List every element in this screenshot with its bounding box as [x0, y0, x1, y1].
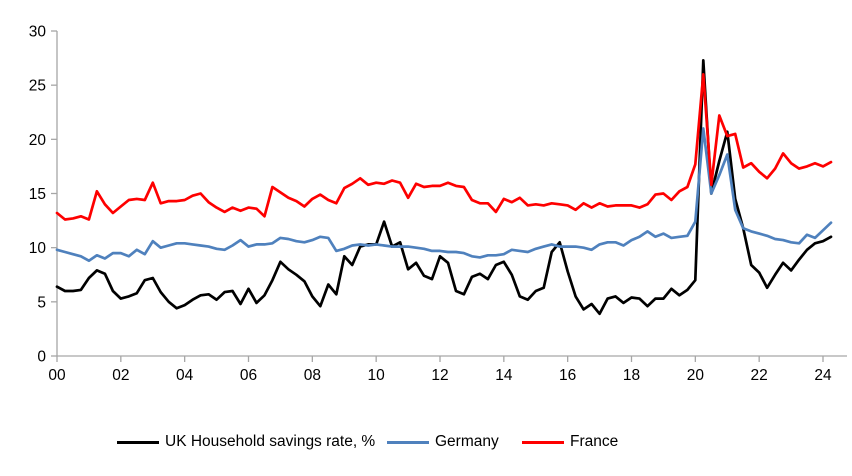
x-axis-tick-label: 06: [240, 367, 257, 384]
y-axis-tick-label: 30: [29, 24, 47, 41]
legend-item-germany: Germany: [387, 429, 499, 455]
uk-legend-label: UK Household savings rate, %: [165, 433, 376, 450]
france-line-swatch: [522, 440, 564, 444]
series-line-france: [55, 72, 833, 221]
uk-line-swatch: [117, 440, 159, 444]
legend-item-france: France: [522, 429, 618, 455]
x-axis-tick-label: 18: [623, 367, 640, 384]
series-line-germany: [55, 127, 833, 263]
x-axis-tick-label: 08: [304, 367, 321, 384]
x-axis-tick-label: 14: [495, 367, 513, 384]
germany-line-swatch: [387, 440, 429, 444]
y-axis-tick-label: 15: [29, 186, 46, 203]
x-axis-tick-label: 24: [814, 367, 832, 384]
x-axis-tick-label: 00: [48, 367, 66, 384]
y-axis-tick-label: 5: [37, 294, 46, 311]
legend-item-uk: UK Household savings rate, %: [117, 429, 375, 455]
y-axis-tick-label: 10: [29, 240, 47, 257]
y-axis-tick-label: 20: [29, 132, 47, 149]
x-axis-tick-label: 20: [687, 367, 705, 384]
germany-legend-label: Germany: [435, 433, 499, 450]
y-axis-tick-label: 25: [29, 78, 46, 95]
x-axis-tick-label: 22: [751, 367, 768, 384]
x-axis-tick-label: 02: [112, 367, 129, 384]
x-axis-tick-label: 12: [431, 367, 448, 384]
x-axis-tick-label: 10: [368, 367, 386, 384]
y-axis-tick-label: 0: [37, 349, 46, 366]
x-axis-tick-label: 16: [559, 367, 576, 384]
savings-line-chart: 0 5 10 15 20 25 30 00 02 04 06 08 10 12 14 16 18 20 22 24: [29, 24, 847, 384]
chart-legend: UK Household savings rate, % Germany Fra…: [0, 429, 852, 455]
france-legend-label: France: [570, 433, 619, 450]
x-axis-tick-label: 04: [176, 367, 194, 384]
